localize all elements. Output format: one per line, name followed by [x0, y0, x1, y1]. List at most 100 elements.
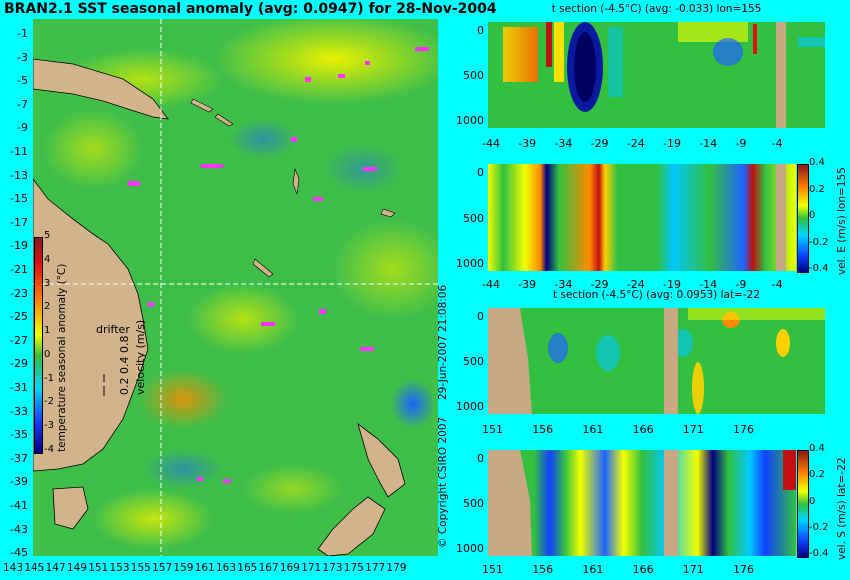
section-x-tick-label: -4 [771, 278, 783, 291]
tick-label: -0.2 [809, 521, 829, 533]
section-x-tick-label: -29 [590, 278, 609, 291]
section-x-tick-label: 176 [733, 423, 754, 436]
tick-label: -4 [44, 444, 54, 455]
section1-x-axis: -44 -39 -34 -29 -24 -19 -14 -9 -4 [482, 137, 825, 153]
depth-tick-label: 500 [463, 497, 484, 510]
lon-tick-label: 143 [3, 562, 24, 574]
lon-tick-label: 177 [365, 562, 386, 574]
section-x-tick-label: 171 [682, 563, 704, 576]
lon-tick-label: 173 [322, 562, 343, 574]
depth-tick-label: 0 [477, 452, 484, 465]
lon-tick-label: 153 [109, 562, 130, 574]
tick-label: -0.4 [809, 263, 829, 274]
lon-tick-label: 161 [194, 562, 215, 574]
lat-tick-label: -3 [17, 50, 28, 64]
sst-colorbar-ticks: 5 4 3 2 1 0 -1 -2 -3 -4 [44, 230, 64, 455]
lat-tick-label: -31 [10, 381, 28, 394]
depth-tick-label: 1000 [456, 542, 484, 555]
tick-label: 5 [44, 230, 51, 241]
lat-tick-label: -45 [10, 546, 28, 560]
section1-y-axis: 0 500 1000 [450, 22, 486, 128]
depth-tick-label: 1000 [456, 114, 484, 127]
lat-tick-label: -23 [10, 286, 28, 300]
depth-tick-label: 0 [477, 24, 484, 37]
lon-tick-label: 171 [301, 562, 322, 574]
section-x-tick-label: -19 [663, 278, 681, 291]
tick-label: 0.2 [809, 469, 825, 481]
section2-x-axis: -44 -39 -34 -29 -24 -19 -14 -9 -4 [482, 278, 825, 294]
lon-tick-label: 165 [237, 562, 258, 574]
lat-tick-label: -15 [10, 192, 28, 206]
section-x-tick-label: -29 [590, 137, 609, 150]
section-x-tick-label: 161 [582, 563, 604, 576]
lat-tick-label: -43 [10, 522, 28, 536]
lat-tick-label: -1 [17, 27, 28, 40]
lat-tick-label: -21 [10, 263, 28, 276]
section-x-tick-label: 161 [582, 423, 604, 436]
tick-label: 0.4 [809, 157, 825, 168]
sst-colorbar [34, 237, 43, 454]
tick-label: 0.4 [809, 443, 825, 454]
section-x-tick-label: -24 [626, 278, 645, 291]
map-lat-axis: -1 -3 -5 -7 -9 -11 -13 -15 -17 -19 -21 -23 -25 -27 -29… [0, 19, 30, 560]
section1-title: t section (-4.5°C) (avg: -0.033) lon=155 [551, 3, 762, 15]
sst-map [33, 19, 438, 556]
lat-tick-label: -19 [10, 239, 28, 253]
section-x-tick-label: -44 [482, 278, 500, 291]
lon-tick-label: 159 [173, 562, 194, 574]
depth-tick-label: 1000 [456, 400, 484, 413]
section2-colorbar [797, 164, 809, 273]
tick-label: 2 [44, 301, 51, 313]
lat-tick-label: -35 [10, 428, 28, 442]
tick-label: 0 [809, 210, 816, 221]
section-x-tick-label: -4 [771, 137, 783, 150]
depth-tick-label: 0 [477, 166, 484, 179]
section-x-tick-label: 151 [482, 423, 503, 436]
section4-plot [488, 450, 796, 556]
lat-tick-label: -13 [10, 168, 28, 182]
lat-tick-label: -7 [17, 97, 28, 111]
depth-tick-label: 500 [463, 69, 484, 82]
tick-label: -2 [44, 396, 54, 408]
lat-tick-label: -5 [17, 74, 28, 88]
tick-label: -1 [44, 372, 54, 384]
lat-tick-label: -39 [10, 475, 28, 489]
lon-tick-label: 179 [386, 562, 407, 574]
lat-tick-label: -11 [10, 145, 28, 158]
tick-label: 0 [809, 495, 816, 507]
section4-colorbar-ticks: 0.4 0.2 0 -0.2 -0.4 [809, 443, 831, 559]
section-x-tick-label: -34 [554, 137, 573, 150]
velocity-arrows [100, 372, 116, 398]
lat-tick-label: -25 [10, 310, 28, 324]
section2-plot [488, 164, 796, 271]
section4-side-label: vel. S (m/s) lat=-22 [836, 457, 848, 560]
lat-tick-label: -27 [10, 333, 28, 347]
section-x-tick-label: -14 [699, 278, 718, 291]
section-x-tick-label: 176 [733, 563, 754, 576]
section-x-tick-label: 156 [532, 423, 554, 436]
timestamp-text: 29-Jun-2007 21:08:06 [437, 284, 449, 400]
section-x-tick-label: 166 [632, 423, 654, 436]
section4-y-axis: 0 500 1000 [450, 450, 486, 556]
lon-tick-label: 163 [216, 562, 237, 574]
section-x-tick-label: -24 [626, 137, 645, 150]
lat-tick-label: -29 [10, 357, 28, 371]
section3-title: t section (-4.5°C) (avg: 0.0953) lat=-22 [552, 289, 761, 301]
section-x-tick-label: 166 [632, 563, 654, 576]
section-x-tick-label: 151 [482, 563, 503, 576]
depth-tick-label: 0 [477, 310, 484, 323]
lon-tick-label: 147 [45, 562, 66, 574]
section-x-tick-label: -34 [554, 278, 573, 291]
drifter-label: drifter [96, 323, 130, 336]
tick-label: -0.2 [809, 236, 829, 248]
section2-colorbar-ticks: 0.4 0.2 0 -0.2 -0.4 [809, 157, 831, 274]
tick-label: -3 [44, 420, 54, 432]
section-x-tick-label: -39 [518, 278, 537, 291]
tick-label: 0.2 [809, 183, 825, 195]
lat-tick-label: -9 [17, 121, 28, 135]
depth-tick-label: 1000 [456, 257, 484, 270]
sst-colorbar-label: temperature seasonal anomaly (°C) [56, 263, 68, 452]
section1-plot [488, 22, 825, 128]
section2-y-axis: 0 500 1000 [450, 164, 486, 271]
velocity-scale-ticks: 0.2 0.4 0.8 [118, 335, 131, 395]
